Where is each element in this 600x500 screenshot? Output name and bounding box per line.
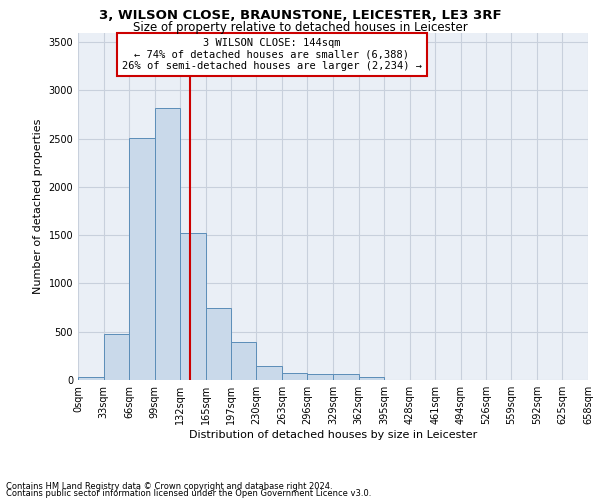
Text: 3, WILSON CLOSE, BRAUNSTONE, LEICESTER, LE3 3RF: 3, WILSON CLOSE, BRAUNSTONE, LEICESTER, … xyxy=(98,9,502,22)
Bar xyxy=(359,377,384,380)
Y-axis label: Number of detached properties: Number of detached properties xyxy=(33,118,43,294)
Bar xyxy=(206,308,230,380)
X-axis label: Distribution of detached houses by size in Leicester: Distribution of detached houses by size … xyxy=(189,430,477,440)
Bar xyxy=(78,377,104,380)
Text: Size of property relative to detached houses in Leicester: Size of property relative to detached ho… xyxy=(133,21,467,34)
Bar xyxy=(104,334,129,380)
Text: Contains HM Land Registry data © Crown copyright and database right 2024.: Contains HM Land Registry data © Crown c… xyxy=(6,482,332,491)
Bar xyxy=(307,374,333,380)
Bar xyxy=(129,138,155,380)
Bar xyxy=(282,373,307,380)
Bar xyxy=(256,366,282,380)
Text: Contains public sector information licensed under the Open Government Licence v3: Contains public sector information licen… xyxy=(6,489,371,498)
Text: 3 WILSON CLOSE: 144sqm
← 74% of detached houses are smaller (6,388)
26% of semi-: 3 WILSON CLOSE: 144sqm ← 74% of detached… xyxy=(122,38,422,71)
Bar xyxy=(230,342,256,380)
Bar xyxy=(333,374,359,380)
Bar xyxy=(155,108,181,380)
Bar xyxy=(181,234,206,380)
